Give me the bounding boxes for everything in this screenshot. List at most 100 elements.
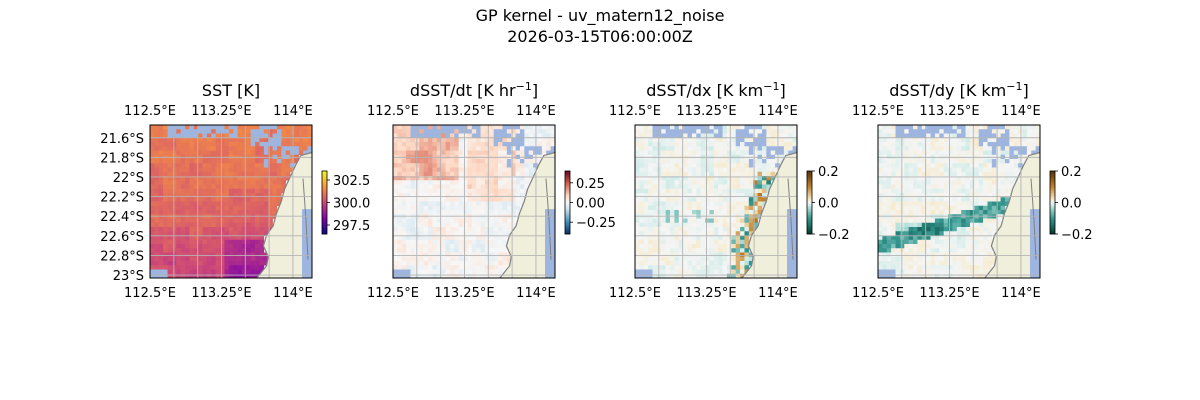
data-cell — [661, 222, 666, 228]
data-cell — [882, 171, 888, 177]
data-cell — [237, 218, 243, 224]
data-cell — [974, 142, 979, 147]
data-cell — [502, 239, 508, 245]
data-cell — [683, 227, 688, 232]
data-cell — [259, 167, 265, 173]
data-cell — [506, 210, 512, 215]
data-cell — [639, 256, 645, 262]
data-cell — [952, 163, 958, 168]
data-cell — [740, 176, 745, 181]
data-cell — [726, 180, 732, 185]
data-cell — [705, 171, 710, 177]
data-cell — [163, 244, 168, 249]
data-cell — [886, 184, 892, 190]
data-cell — [886, 163, 892, 168]
data-cell — [948, 129, 953, 134]
data-cell — [718, 176, 723, 181]
data-cell — [978, 167, 984, 173]
data-cell — [198, 210, 203, 215]
data-cell — [709, 205, 715, 211]
data-cell — [983, 235, 988, 241]
data-cell — [917, 125, 923, 130]
data-cell — [1013, 159, 1019, 164]
colorbar-segment — [565, 227, 570, 230]
data-cell — [974, 252, 979, 258]
data-cell — [550, 142, 556, 147]
data-cell — [476, 239, 481, 245]
lon-tick-label-bottom: 112.5°E — [367, 286, 419, 301]
lon-tick-label-top: 113.25°E — [191, 104, 251, 119]
data-cell — [722, 231, 728, 236]
coastline — [741, 151, 798, 279]
data-cell — [233, 218, 238, 224]
data-cell — [726, 205, 732, 211]
data-cell — [635, 146, 640, 151]
data-cell — [991, 193, 997, 198]
colorbar-segment — [565, 207, 570, 210]
data-cell — [709, 184, 715, 190]
data-cell — [185, 197, 190, 202]
data-cell — [150, 133, 155, 139]
data-cell — [193, 210, 199, 215]
data-cell — [678, 265, 684, 270]
data-cell — [926, 180, 931, 185]
data-cell — [665, 265, 671, 270]
data-cell — [167, 171, 173, 177]
data-cell — [939, 239, 944, 245]
data-cell — [687, 218, 693, 224]
data-cell — [458, 150, 464, 156]
data-cell — [687, 244, 693, 249]
data-cell — [904, 201, 909, 207]
data-cell — [648, 239, 653, 245]
data-cell — [766, 142, 772, 147]
data-cell — [423, 239, 429, 245]
data-cell — [463, 265, 468, 270]
data-cell — [661, 235, 666, 241]
data-cell — [410, 252, 416, 258]
data-cell — [224, 146, 230, 151]
data-cell — [917, 265, 923, 270]
data-cell — [635, 252, 640, 258]
data-cell — [744, 205, 750, 211]
data-cell — [904, 205, 909, 211]
data-cell — [220, 142, 225, 147]
data-cell — [506, 252, 512, 258]
data-cell — [185, 273, 190, 279]
data-cell — [674, 184, 680, 190]
data-cell — [908, 193, 914, 198]
data-cell — [917, 261, 923, 266]
data-cell — [991, 163, 997, 168]
data-cell — [908, 150, 914, 156]
data-cell — [996, 129, 1001, 134]
data-cell — [744, 197, 750, 202]
data-cell — [458, 273, 464, 279]
colorbar-segment — [322, 183, 327, 186]
data-cell — [250, 184, 256, 190]
data-cell — [185, 227, 190, 232]
data-cell — [189, 150, 195, 156]
data-cell — [921, 205, 927, 211]
data-cell — [263, 197, 269, 202]
data-cell — [934, 125, 940, 130]
data-cell — [635, 184, 640, 190]
data-cell — [176, 133, 181, 139]
data-cell — [635, 239, 640, 245]
data-cell — [272, 146, 278, 151]
data-cell — [652, 193, 658, 198]
data-cell — [458, 218, 464, 224]
data-cell — [740, 248, 745, 253]
data-cell — [722, 150, 728, 156]
data-cell — [913, 133, 918, 139]
data-cell — [965, 261, 971, 266]
data-cell — [463, 205, 468, 211]
data-cell — [722, 188, 728, 194]
data-cell — [643, 125, 649, 130]
colorbar: 0.20.0−0.2 — [1049, 165, 1093, 243]
data-cell — [775, 146, 780, 151]
data-cell — [410, 227, 416, 232]
data-cell — [983, 248, 988, 253]
data-cell — [678, 129, 684, 134]
data-cell — [458, 184, 464, 190]
data-cell — [948, 269, 953, 275]
data-cell — [788, 146, 793, 151]
